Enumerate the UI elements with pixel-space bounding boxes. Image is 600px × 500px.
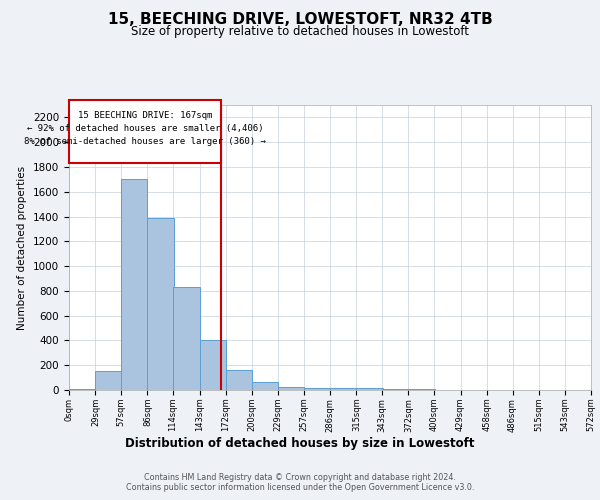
Text: Size of property relative to detached houses in Lowestoft: Size of property relative to detached ho…	[131, 25, 469, 38]
Bar	[199, 340, 226, 390]
Text: Contains public sector information licensed under the Open Government Licence v3: Contains public sector information licen…	[126, 482, 474, 492]
Text: 15, BEECHING DRIVE, LOWESTOFT, NR32 4TB: 15, BEECHING DRIVE, LOWESTOFT, NR32 4TB	[107, 12, 493, 28]
Text: 15 BEECHING DRIVE: 167sqm
← 92% of detached houses are smaller (4,406)
8% of sem: 15 BEECHING DRIVE: 167sqm ← 92% of detac…	[24, 111, 266, 146]
Bar	[251, 382, 278, 390]
Bar	[330, 388, 356, 390]
Bar	[173, 287, 199, 390]
Bar	[95, 371, 122, 390]
Y-axis label: Number of detached properties: Number of detached properties	[17, 166, 28, 330]
Text: Contains HM Land Registry data © Crown copyright and database right 2024.: Contains HM Land Registry data © Crown c…	[144, 472, 456, 482]
Bar	[148, 218, 174, 390]
Bar	[226, 370, 253, 390]
Bar	[382, 389, 409, 390]
Text: Distribution of detached houses by size in Lowestoft: Distribution of detached houses by size …	[125, 438, 475, 450]
Bar	[121, 180, 148, 390]
Bar	[356, 388, 383, 390]
Bar	[278, 387, 304, 390]
Bar	[304, 388, 330, 390]
